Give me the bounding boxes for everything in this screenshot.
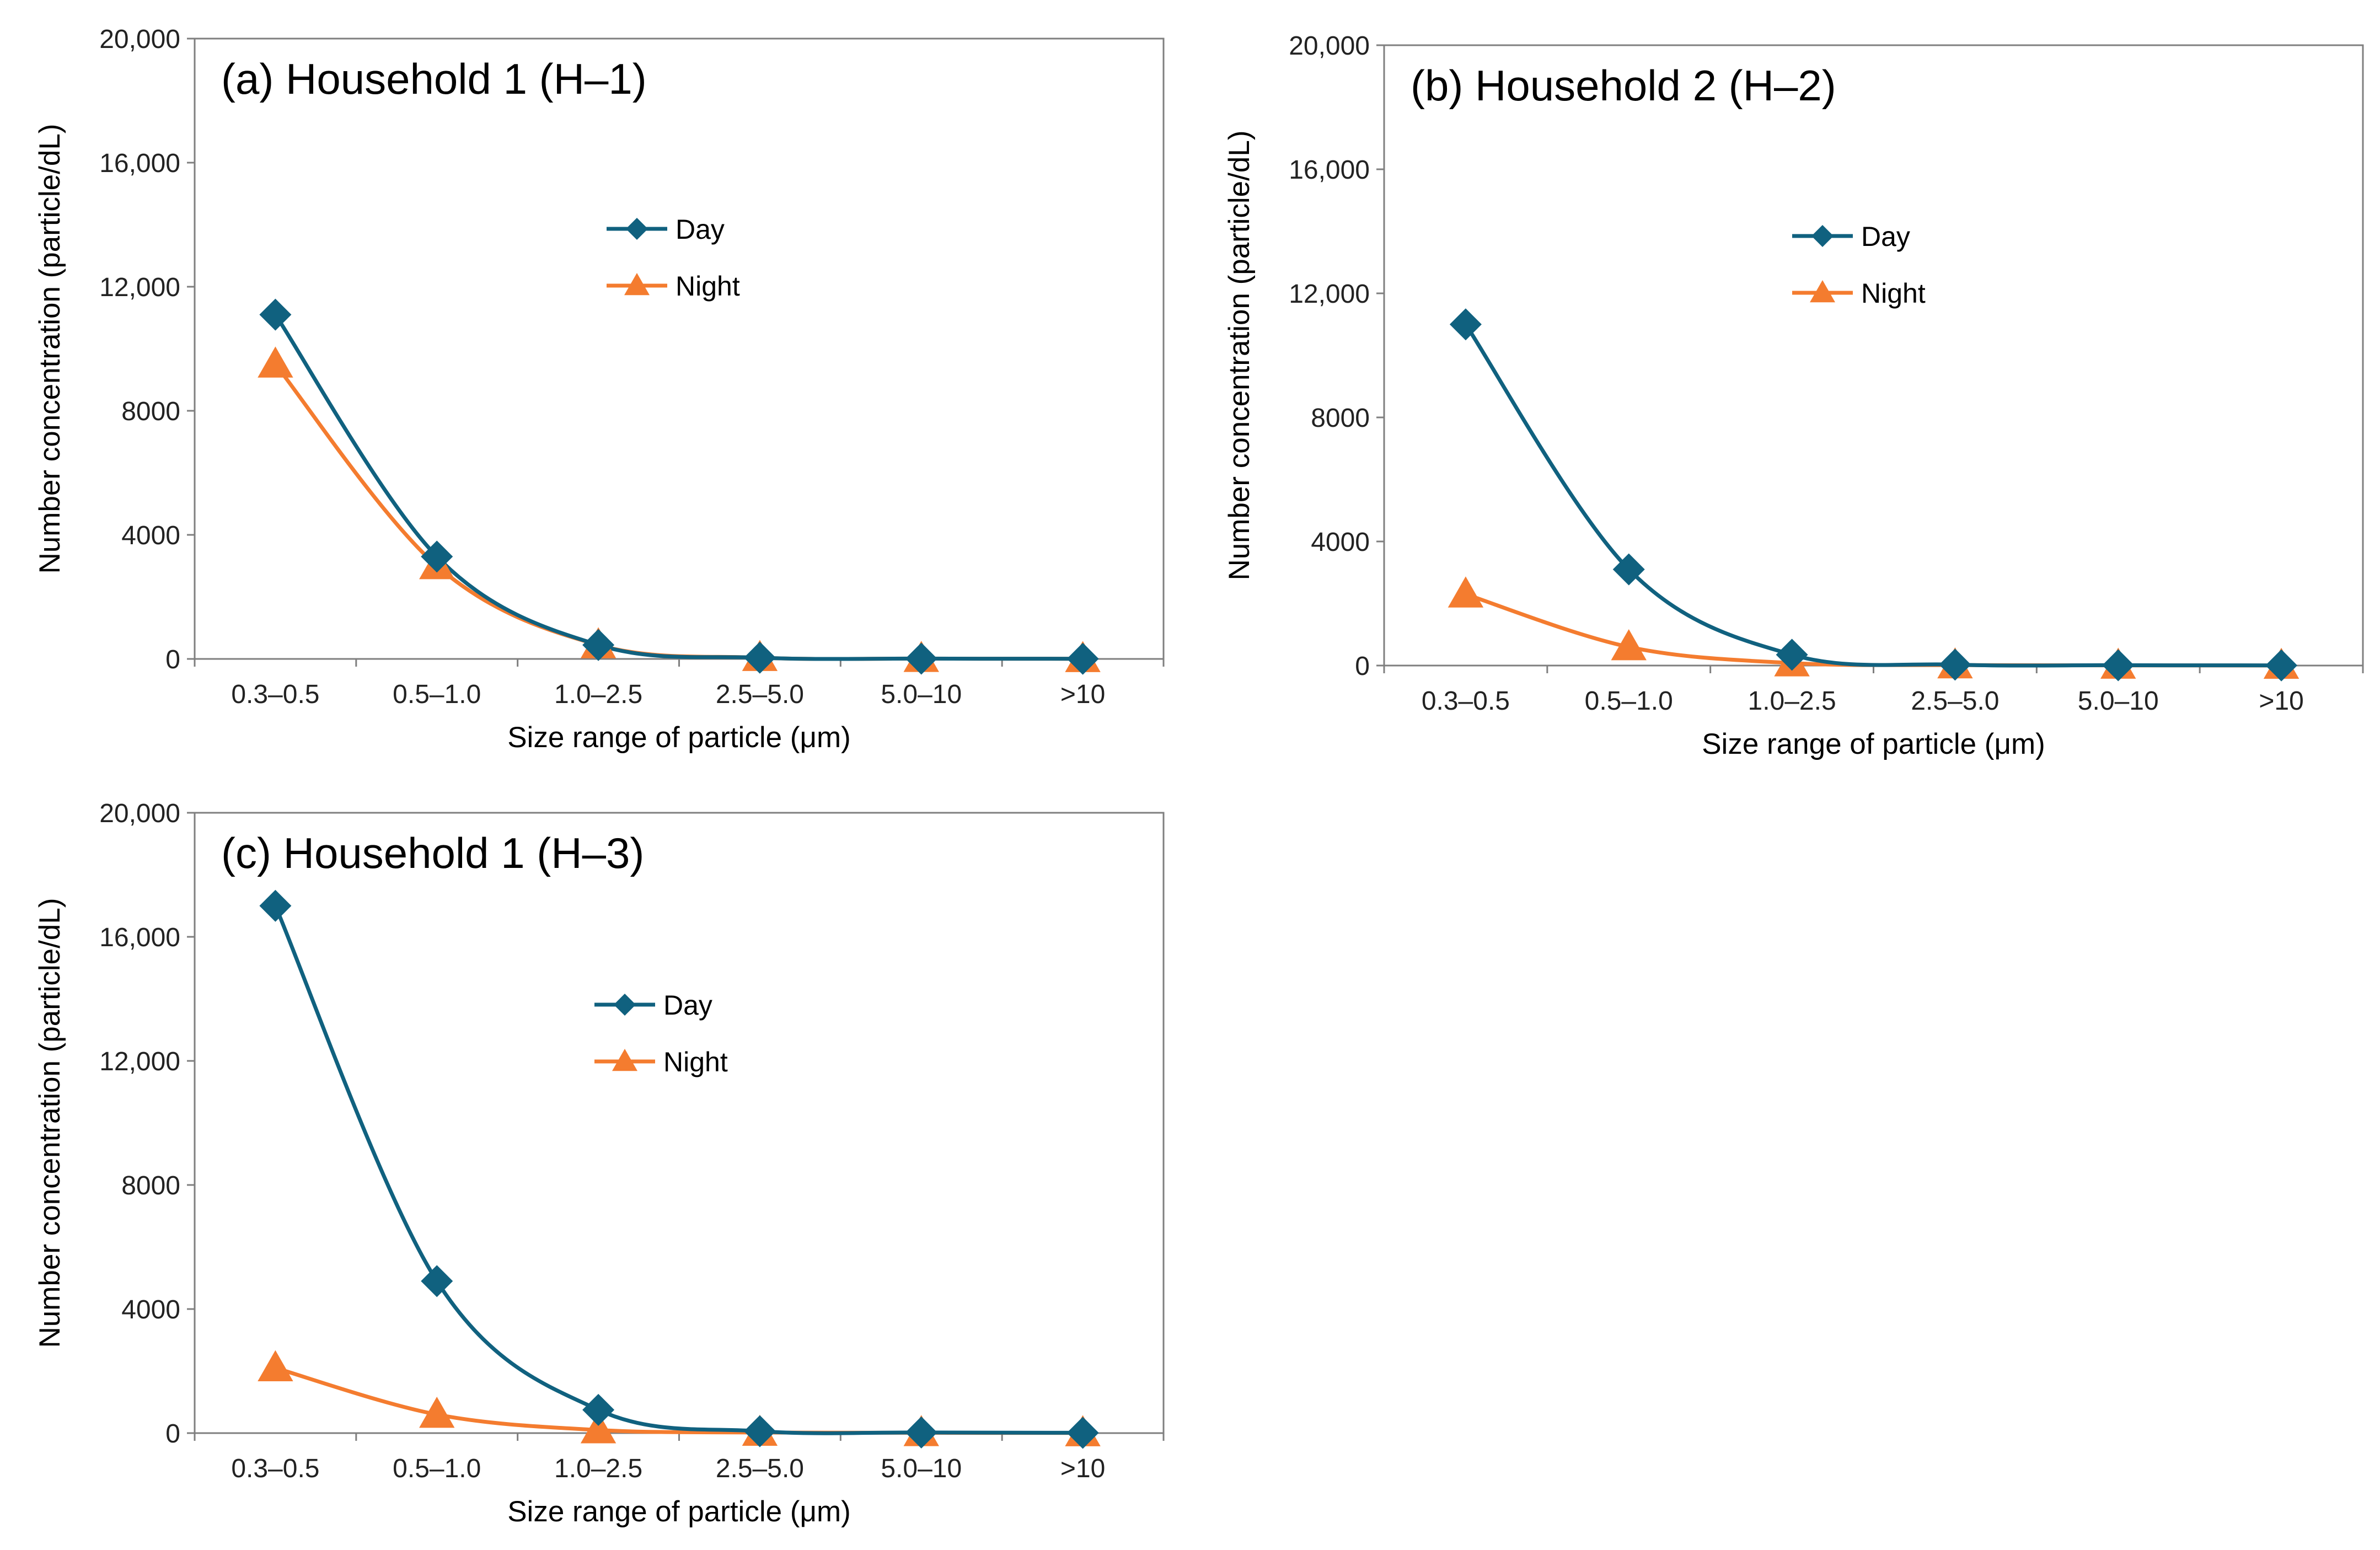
data-point-night <box>258 1350 293 1382</box>
series-line-day <box>273 313 1085 661</box>
y-tick-label: 20,000 <box>99 25 180 54</box>
x-tick-label: 5.0–10 <box>881 1454 962 1483</box>
data-point-day <box>582 629 615 661</box>
data-point-day <box>421 1265 453 1297</box>
x-tick-label: 0.3–0.5 <box>231 680 319 709</box>
data-point-day <box>259 298 292 331</box>
legend-marker-night <box>624 273 650 296</box>
plot-area-frame <box>194 37 1165 660</box>
data-point-night <box>258 346 293 378</box>
panel-title: (b) Household 2 (H–2) <box>1411 61 1836 110</box>
panel-title: (c) Household 1 (H–3) <box>221 829 644 877</box>
legend-marker-night <box>612 1049 637 1071</box>
data-point-day <box>1939 648 1971 681</box>
y-tick-label: 20,000 <box>1289 31 1370 61</box>
x-tick-label: 0.5–1.0 <box>1585 686 1673 716</box>
chart-panel-a: 0 4000 8000 12,000 16,000 20,000 0.3–0.5 0.5–1.… <box>34 25 1165 754</box>
y-tick-label: 12,000 <box>99 273 180 302</box>
y-tick-label: 20,000 <box>99 799 180 828</box>
x-tick-label: 0.5–1.0 <box>393 680 481 709</box>
y-tick-label: 0 <box>165 1419 180 1449</box>
x-tick-label: >10 <box>2259 686 2303 716</box>
legend-marker-night <box>1810 280 1835 303</box>
legend: Day Night <box>1792 221 1926 309</box>
data-point-night <box>1448 576 1484 608</box>
y-axis-title: Number concentration (particle/dL) <box>1223 131 1256 581</box>
data-point-day <box>259 889 292 922</box>
x-tick-label: 1.0–2.5 <box>554 680 642 709</box>
x-axis-title: Size range of particle (μm) <box>507 1495 851 1528</box>
panel-title: (a) Household 1 (H–1) <box>221 55 647 103</box>
legend: Day Night <box>607 214 740 302</box>
y-tick-label: 0 <box>165 645 180 674</box>
data-point-day <box>421 540 453 573</box>
x-tick-label: 2.5–5.0 <box>716 680 804 709</box>
x-axis-title: Size range of particle (μm) <box>507 721 851 754</box>
legend-label-day: Day <box>676 214 725 245</box>
y-axis-title: Number concentration (particle/dL) <box>34 898 66 1348</box>
x-tick-label: 5.0–10 <box>881 680 962 709</box>
legend-label-night: Night <box>663 1047 728 1077</box>
legend-label-day: Day <box>663 990 712 1021</box>
y-tick-label: 4000 <box>1311 528 1370 557</box>
legend-label-day: Day <box>1861 221 1910 252</box>
plot-area-frame <box>1383 44 2364 667</box>
y-tick-label: 12,000 <box>99 1047 180 1076</box>
legend-marker-day <box>614 994 636 1016</box>
series-line-night <box>273 1366 1085 1435</box>
series-line-day <box>1464 322 2283 668</box>
y-tick-label: 16,000 <box>99 923 180 952</box>
series-line-night <box>273 362 1085 661</box>
x-tick-label: 1.0–2.5 <box>1748 686 1836 716</box>
legend-marker-day <box>1811 225 1834 247</box>
data-point-day <box>582 1393 615 1426</box>
data-point-day <box>2265 649 2298 682</box>
y-tick-label: 8000 <box>121 1171 180 1200</box>
legend-label-night: Night <box>1861 278 1926 309</box>
data-point-day <box>2102 649 2135 682</box>
data-point-night <box>419 1397 455 1428</box>
data-point-night <box>1611 629 1647 661</box>
legend: Day Night <box>594 990 728 1077</box>
legend-marker-day <box>626 218 648 240</box>
y-axis-title: Number concentration (particle/dL) <box>34 124 66 574</box>
x-tick-label: 2.5–5.0 <box>1911 686 1999 716</box>
chart-panel-b: 0 4000 8000 12,000 16,000 20,000 0.3–0.5 0.5–1.… <box>1223 31 2364 760</box>
series-line-day <box>273 904 1085 1435</box>
data-point-day <box>1449 308 1482 341</box>
y-tick-label: 8000 <box>121 397 180 426</box>
y-tick-label: 0 <box>1355 652 1370 681</box>
data-point-day <box>743 1415 776 1447</box>
legend-label-night: Night <box>676 271 740 302</box>
data-point-day <box>1066 642 1099 675</box>
data-point-day <box>743 641 776 674</box>
x-tick-label: 0.5–1.0 <box>393 1454 481 1483</box>
y-tick-label: 16,000 <box>1289 155 1370 185</box>
x-tick-label: 2.5–5.0 <box>716 1454 804 1483</box>
y-tick-label: 4000 <box>121 1295 180 1324</box>
data-point-day <box>1066 1417 1099 1449</box>
plot-area-frame <box>194 812 1165 1434</box>
chart-panel-c: 0 4000 8000 12,000 16,000 20,000 0.3–0.5 0.5–1.… <box>34 799 1165 1528</box>
series-line-night <box>1464 592 2283 668</box>
x-tick-label: 0.3–0.5 <box>231 1454 319 1483</box>
y-tick-label: 12,000 <box>1289 280 1370 309</box>
x-axis-title: Size range of particle (μm) <box>1702 728 2045 760</box>
x-tick-label: 1.0–2.5 <box>554 1454 642 1483</box>
x-tick-label: 5.0–10 <box>2078 686 2159 716</box>
data-point-day <box>905 1416 937 1449</box>
data-point-day <box>1776 639 1808 671</box>
y-tick-label: 8000 <box>1311 404 1370 433</box>
x-tick-label: 0.3–0.5 <box>1422 686 1510 716</box>
y-tick-label: 16,000 <box>99 149 180 178</box>
data-point-day <box>905 642 937 675</box>
data-point-night <box>580 1412 617 1444</box>
y-tick-label: 4000 <box>121 521 180 550</box>
data-point-day <box>1612 553 1645 586</box>
x-tick-label: >10 <box>1060 1454 1105 1483</box>
x-tick-label: >10 <box>1060 680 1105 709</box>
